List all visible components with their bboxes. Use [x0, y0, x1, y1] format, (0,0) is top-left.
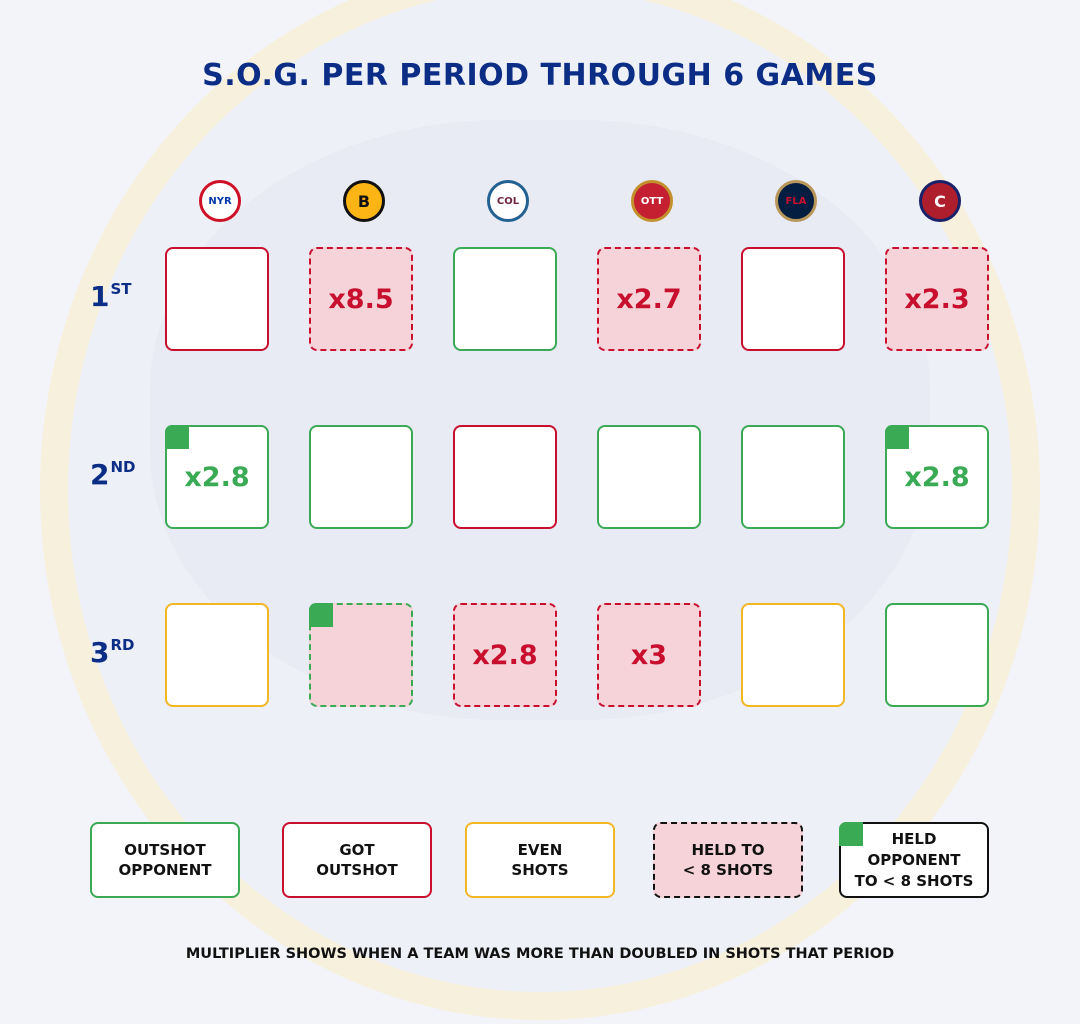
grid-cell: [309, 603, 413, 707]
team-logo-b: B: [343, 180, 385, 222]
grid-cell: [741, 425, 845, 529]
grid-cell: x2.8: [165, 425, 269, 529]
legend-item-even: EVEN SHOTS: [465, 822, 615, 898]
grid-cell: x2.3: [885, 247, 989, 351]
team-logo-fla: FLA: [775, 180, 817, 222]
chart-title: S.O.G. PER PERIOD THROUGH 6 GAMES: [202, 58, 878, 93]
grid-cell: x2.7: [597, 247, 701, 351]
period-suffix: RD: [110, 636, 135, 654]
multiplier-label: x2.7: [616, 283, 682, 315]
grid-cell: [309, 425, 413, 529]
grid-cell: x8.5: [309, 247, 413, 351]
footnote: MULTIPLIER SHOWS WHEN A TEAM WAS MORE TH…: [185, 946, 895, 962]
period-number: 1: [90, 280, 110, 313]
team-logo-col: COL: [487, 180, 529, 222]
held-opponent-marker: [309, 603, 333, 627]
grid-cell: [453, 425, 557, 529]
multiplier-label: x8.5: [328, 283, 394, 315]
multiplier-label: x2.3: [904, 283, 970, 315]
multiplier-label: x2.8: [472, 639, 538, 671]
grid-cell: [597, 425, 701, 529]
multiplier-label: x2.8: [904, 461, 970, 493]
grid-cell: [165, 603, 269, 707]
legend-label: EVEN SHOTS: [511, 841, 569, 879]
period-suffix: ST: [110, 280, 132, 298]
row-label-period-1: 1ST: [90, 280, 132, 313]
legend-label: HELD OPPONENT TO < 8 SHOTS: [854, 829, 974, 890]
row-label-period-3: 3RD: [90, 636, 135, 669]
held-opponent-marker: [165, 425, 189, 449]
legend-label: HELD TO < 8 SHOTS: [682, 841, 774, 879]
team-logo-nyr: NYR: [199, 180, 241, 222]
team-logo-c: C: [919, 180, 961, 222]
grid-cell: [165, 247, 269, 351]
period-suffix: ND: [110, 458, 136, 476]
period-number: 2: [90, 458, 110, 491]
legend-label: OUTSHOT OPPONENT: [118, 841, 212, 879]
multiplier-label: x2.8: [184, 461, 250, 493]
grid-cell: [885, 603, 989, 707]
grid-cell: [453, 247, 557, 351]
grid-cell: [741, 247, 845, 351]
multiplier-label: x3: [630, 639, 668, 671]
legend-item-held-opp: HELD OPPONENT TO < 8 SHOTS: [839, 822, 989, 898]
legend-label: GOT OUTSHOT: [316, 841, 398, 879]
grid-cell: [741, 603, 845, 707]
row-label-period-2: 2ND: [90, 458, 136, 491]
held-opponent-marker: [885, 425, 909, 449]
legend-item-got-outshot: GOT OUTSHOT: [282, 822, 432, 898]
held-opponent-marker: [839, 822, 863, 846]
grid-cell: x2.8: [453, 603, 557, 707]
grid-cell: x2.8: [885, 425, 989, 529]
team-logo-ott: OTT: [631, 180, 673, 222]
legend-item-outshot: OUTSHOT OPPONENT: [90, 822, 240, 898]
legend-item-held: HELD TO < 8 SHOTS: [653, 822, 803, 898]
grid-cell: x3: [597, 603, 701, 707]
period-number: 3: [90, 636, 110, 669]
